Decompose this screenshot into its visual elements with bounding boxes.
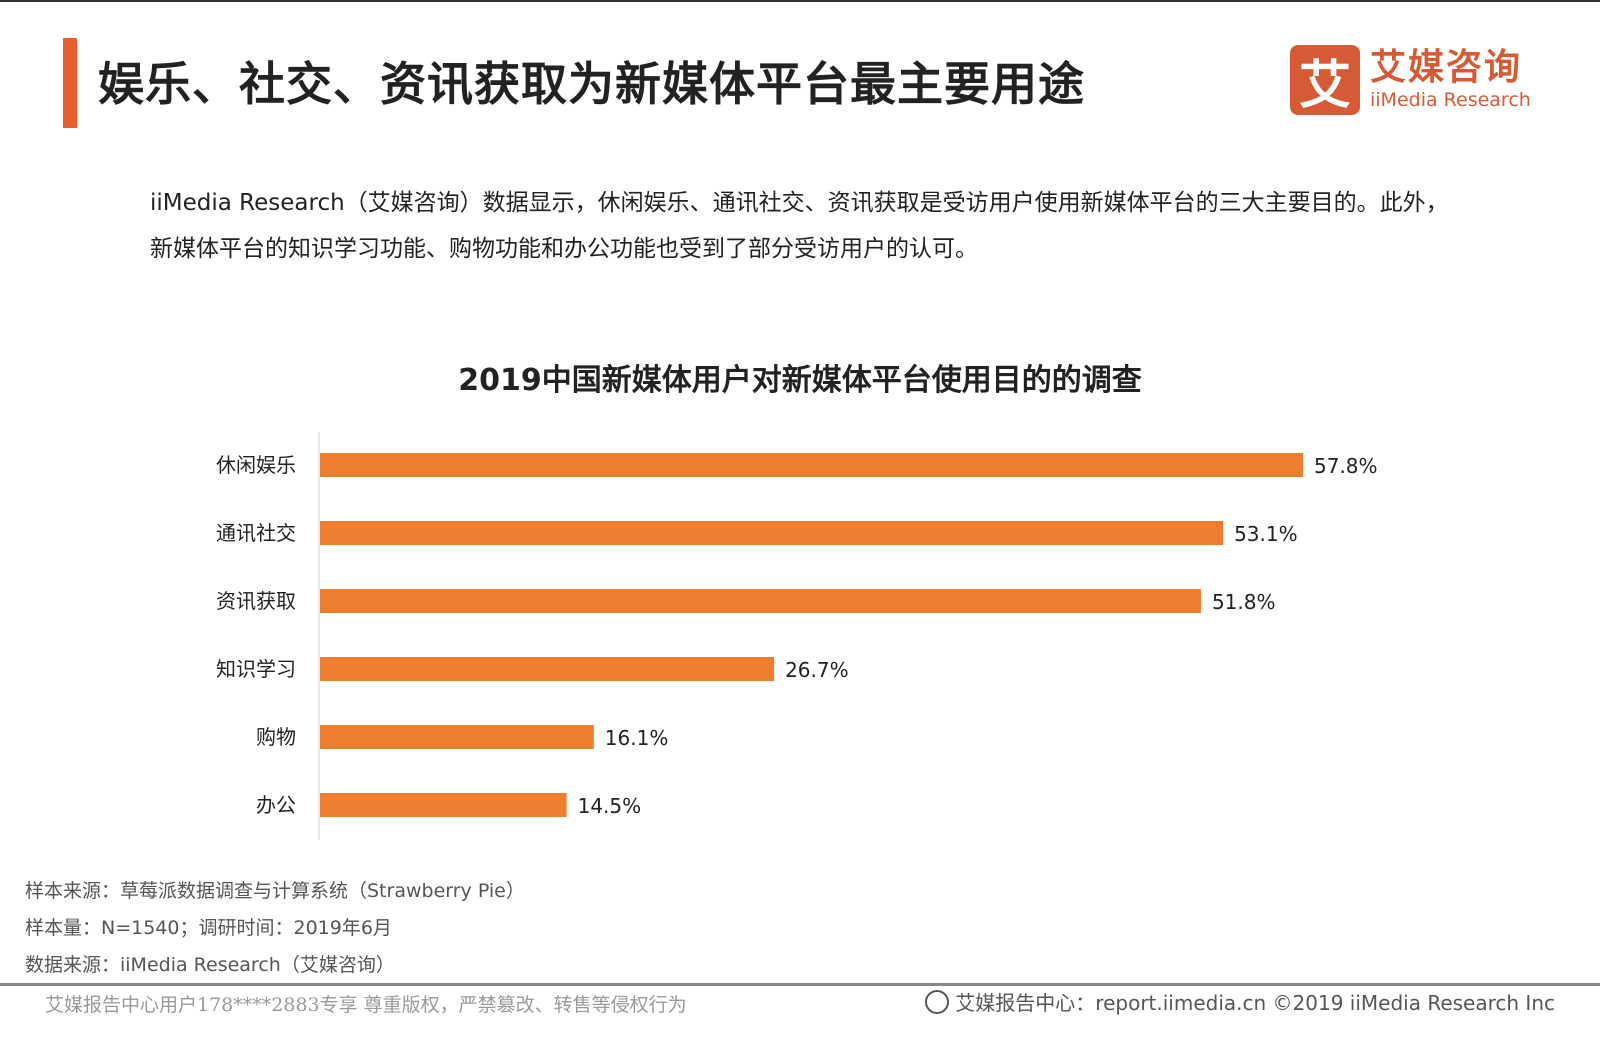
note-sample-source: 样本来源：草莓派数据调查与计算系统（Strawberry Pie） (25, 880, 525, 902)
description: iiMedia Research（艾媒咨询）数据显示，休闲娱乐、通讯社交、资讯获… (150, 190, 1449, 262)
bar (320, 589, 1201, 613)
value-label: 51.8% (1212, 590, 1276, 614)
footer-rule (0, 983, 1600, 986)
globe-icon (925, 989, 950, 1014)
chart-title: 2019中国新媒体用户对新媒体平台使用目的的调查 (458, 363, 1142, 398)
bar (320, 453, 1303, 477)
logo-mark: 艾 (1290, 45, 1360, 116)
category-label: 购物 (256, 725, 296, 749)
bar (320, 521, 1224, 545)
note-sample-size: 样本量：N=1540；调研时间：2019年6月 (25, 917, 392, 939)
notes: 样本来源：草莓派数据调查与计算系统（Strawberry Pie） 样本量：N=… (25, 873, 525, 984)
category-label: 知识学习 (216, 657, 296, 681)
category-label: 休闲娱乐 (216, 453, 296, 477)
value-label: 14.5% (578, 794, 642, 818)
category-label: 办公 (256, 793, 296, 817)
note-data-source: 数据来源：iiMedia Research（艾媒咨询） (25, 954, 395, 976)
value-label: 57.8% (1314, 454, 1378, 478)
footer-site: 艾媒报告中心：report.iimedia.cn ©2019 iiMedia R… (955, 991, 1555, 1015)
category-label: 通讯社交 (216, 521, 296, 545)
value-label: 53.1% (1234, 522, 1298, 546)
value-label: 16.1% (605, 726, 669, 750)
logo: 艾 艾媒咨询 iiMedia Research (1290, 45, 1531, 116)
page-title: 娱乐、社交、资讯获取为新媒体平台最主要用途 (98, 57, 1085, 111)
category-label: 资讯获取 (216, 589, 296, 613)
logo-en: iiMedia Research (1370, 89, 1531, 111)
value-label: 26.7% (785, 658, 849, 682)
title-accent-bar (63, 38, 77, 128)
top-rule (0, 0, 1600, 2)
bar (320, 657, 775, 681)
logo-cn: 艾媒咨询 (1370, 47, 1523, 88)
footer-copyright-notice: 艾媒报告中心用户178****2883专享 尊重版权，严禁篡改、转售等侵权行为 (45, 994, 687, 1016)
bar (320, 793, 567, 817)
bar (320, 725, 594, 749)
